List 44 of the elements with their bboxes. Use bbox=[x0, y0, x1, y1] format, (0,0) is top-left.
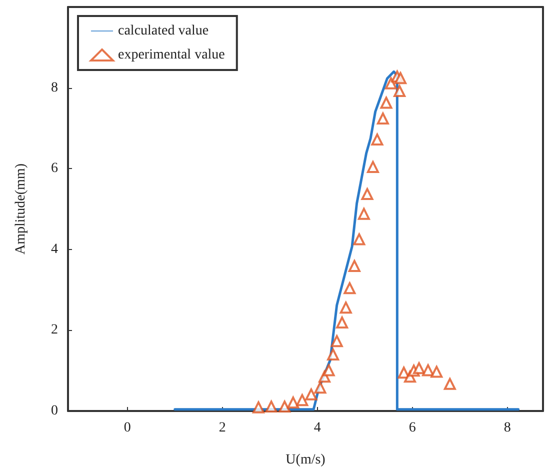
point bbox=[287, 396, 300, 409]
point bbox=[322, 364, 335, 376]
point bbox=[348, 260, 360, 272]
point bbox=[314, 382, 326, 394]
point bbox=[394, 72, 406, 84]
line-series bbox=[174, 70, 520, 411]
point bbox=[394, 85, 406, 98]
point bbox=[430, 366, 443, 378]
point bbox=[385, 77, 397, 90]
point bbox=[358, 208, 370, 220]
legend-label: experimental value bbox=[118, 48, 225, 62]
y-tick-label: 8 bbox=[51, 80, 58, 96]
y-tick-label: 4 bbox=[51, 242, 58, 257]
point bbox=[327, 348, 340, 360]
point bbox=[344, 282, 356, 294]
x-tick-label: 8 bbox=[504, 420, 511, 436]
x-axis-title: U(m/s) bbox=[286, 452, 326, 468]
legend-label: calculated value bbox=[118, 24, 209, 38]
point bbox=[305, 388, 318, 400]
point bbox=[413, 362, 426, 374]
point bbox=[265, 400, 278, 413]
point bbox=[398, 366, 410, 379]
x-tick-label: 6 bbox=[408, 420, 416, 436]
point bbox=[252, 401, 264, 414]
point bbox=[380, 96, 392, 109]
point bbox=[340, 302, 352, 314]
point bbox=[296, 394, 308, 406]
x-tick-label: 4 bbox=[314, 420, 321, 436]
y-tick-label: 6 bbox=[51, 161, 58, 176]
point bbox=[444, 378, 456, 390]
point bbox=[330, 335, 343, 348]
y-tick-label: 2 bbox=[51, 322, 58, 338]
x-tick-label: 0 bbox=[124, 420, 131, 436]
point bbox=[376, 112, 389, 125]
point bbox=[361, 188, 374, 200]
y-tick-label: 0 bbox=[51, 404, 58, 418]
point bbox=[366, 160, 379, 173]
point bbox=[336, 316, 348, 329]
point bbox=[353, 233, 366, 246]
point bbox=[422, 364, 434, 376]
y-axis-title: Amplitude(mm) bbox=[14, 163, 28, 254]
point bbox=[278, 400, 291, 413]
point bbox=[371, 134, 384, 146]
x-tick-label: 2 bbox=[218, 420, 226, 436]
